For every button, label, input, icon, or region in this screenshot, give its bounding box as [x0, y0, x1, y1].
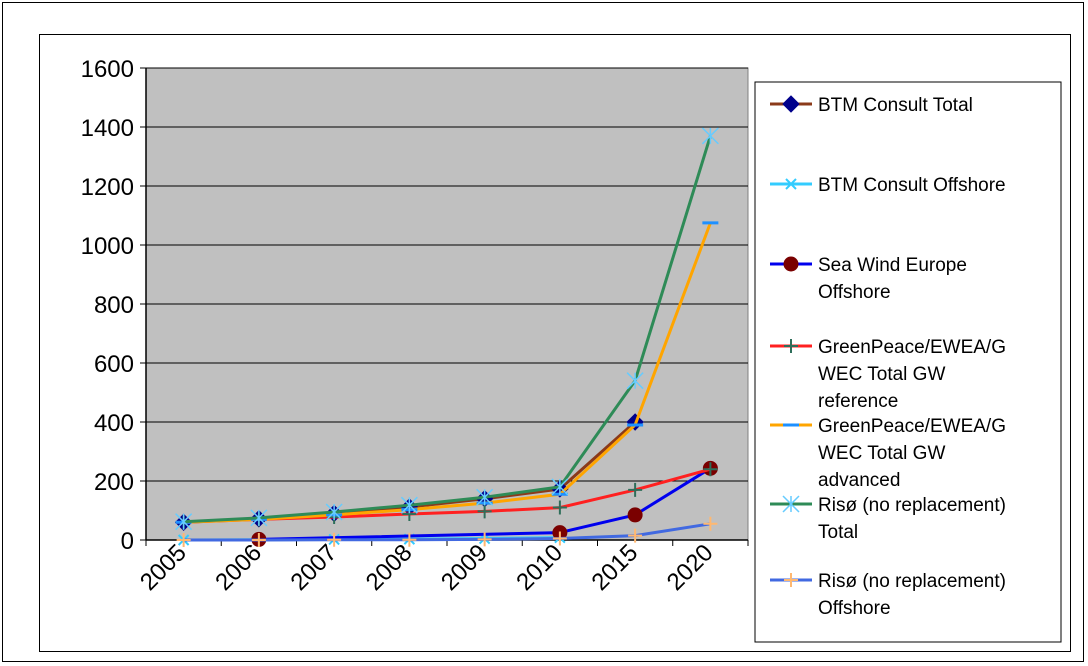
- y-tick-label: 1600: [81, 56, 134, 83]
- y-tick-label: 800: [94, 292, 134, 319]
- series-6: [176, 516, 718, 547]
- series-line: [183, 222, 712, 524]
- x-tick-label: 2008: [361, 539, 418, 596]
- y-tick-label: 600: [94, 351, 134, 378]
- data-point: [628, 482, 643, 497]
- data-point: [327, 532, 342, 547]
- data-point: [552, 531, 567, 546]
- legend-entry: Risø (no replacement) Offshore: [770, 571, 1006, 619]
- data-point: [175, 513, 193, 531]
- y-tick-label: 400: [94, 410, 134, 437]
- legend-label: BTM Consult Offshore: [818, 175, 1006, 196]
- legend-entry: GreenPeace/EWEA/G WEC Total GW advanced: [770, 416, 1006, 491]
- series-5: [175, 127, 719, 531]
- legend-entry: BTM Consult Offshore: [770, 175, 1006, 196]
- legend-entry: Sea Wind Europe Offshore: [770, 255, 967, 303]
- legend: [754, 81, 1062, 643]
- data-point: [477, 504, 492, 519]
- data-point: [477, 532, 492, 547]
- legend-entry: BTM Consult Total: [770, 95, 973, 116]
- x-tick-label: 2020: [662, 539, 719, 596]
- legend-label: GreenPeace/EWEA/G WEC Total GW advanced: [818, 416, 1006, 491]
- data-point: [551, 478, 569, 496]
- y-tick-label: 200: [94, 469, 134, 496]
- data-point: [627, 507, 643, 523]
- x-tick-label: 2006: [210, 539, 267, 596]
- data-point: [626, 372, 644, 390]
- data-point: [250, 509, 268, 527]
- legend-label: Risø (no replacement) Total: [818, 495, 1006, 543]
- legend-entry: GreenPeace/EWEA/G WEC Total GW reference: [770, 337, 1006, 412]
- data-point: [552, 500, 567, 515]
- legend-label: Risø (no replacement) Offshore: [818, 571, 1006, 619]
- x-tick-label: 2015: [587, 539, 644, 596]
- legend-marker: [785, 178, 797, 190]
- legend-marker: [782, 495, 800, 513]
- data-point: [476, 488, 494, 506]
- series-line: [183, 135, 712, 524]
- legend-entry: Risø (no replacement) Total: [770, 495, 1006, 543]
- data-point: [628, 528, 643, 543]
- data-point: [703, 462, 718, 477]
- data-point: [701, 127, 719, 145]
- legend-label: GreenPeace/EWEA/G WEC Total GW reference: [818, 337, 1006, 412]
- data-point: [325, 503, 343, 521]
- data-point: [400, 496, 418, 514]
- chart-inner-border: [39, 34, 1071, 652]
- data-point: [251, 533, 266, 547]
- legend-marker: [782, 95, 800, 113]
- x-tick-label: 2009: [436, 539, 493, 596]
- legend-label: Sea Wind Europe Offshore: [818, 255, 967, 303]
- data-point: [176, 533, 191, 547]
- legend-marker: [784, 573, 798, 587]
- y-tick-label: 1000: [81, 233, 134, 260]
- legend-label: BTM Consult Total: [818, 95, 973, 116]
- legend-marker: [783, 256, 799, 272]
- x-tick-label: 2010: [511, 539, 568, 596]
- y-tick-label: 1400: [81, 115, 134, 142]
- series-line: [183, 522, 711, 542]
- data-point: [703, 516, 718, 531]
- x-tick-label: 2005: [135, 539, 192, 596]
- y-tick-label: 1200: [81, 174, 134, 201]
- y-tick-label: 0: [121, 528, 134, 555]
- legend-marker: [784, 339, 798, 353]
- data-point: [402, 532, 417, 547]
- x-tick-label: 2007: [286, 539, 343, 596]
